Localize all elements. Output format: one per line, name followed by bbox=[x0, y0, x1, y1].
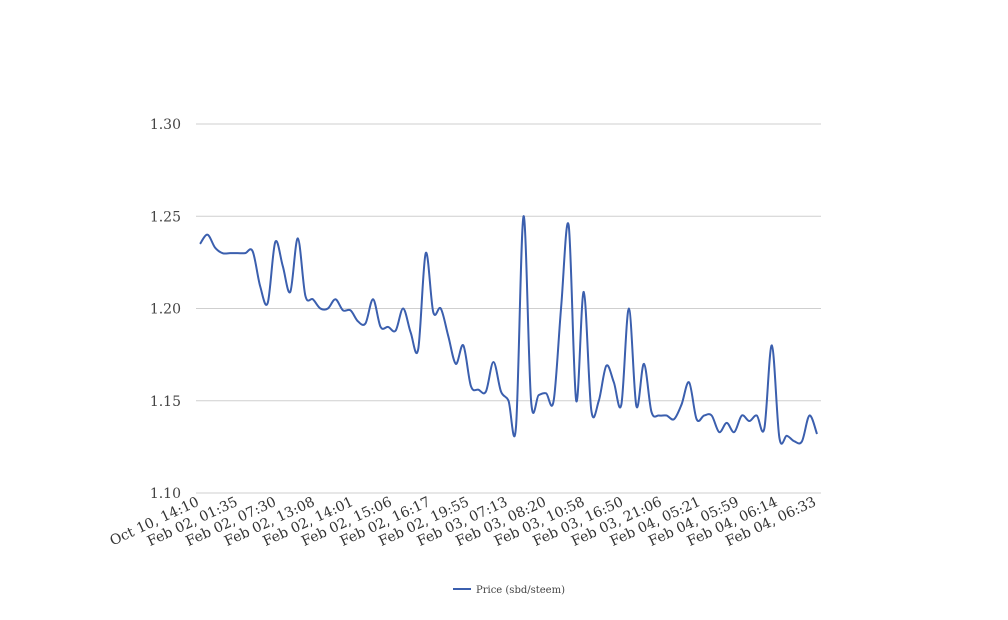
y-tick-label: 1.15 bbox=[150, 394, 181, 410]
y-tick-label: 1.20 bbox=[150, 302, 181, 318]
y-tick-label: 1.30 bbox=[150, 117, 181, 133]
y-tick-label: 1.10 bbox=[150, 486, 181, 502]
gridlines bbox=[196, 123, 821, 494]
legend: Price (sbd/steem) bbox=[453, 585, 565, 596]
series-line-price bbox=[199, 215, 818, 445]
y-tick-label: 1.25 bbox=[150, 209, 181, 225]
series-layer bbox=[199, 215, 818, 445]
legend-label: Price (sbd/steem) bbox=[476, 585, 565, 596]
y-axis-ticks: 1.30 1.25 1.20 1.15 1.10 bbox=[150, 117, 181, 502]
